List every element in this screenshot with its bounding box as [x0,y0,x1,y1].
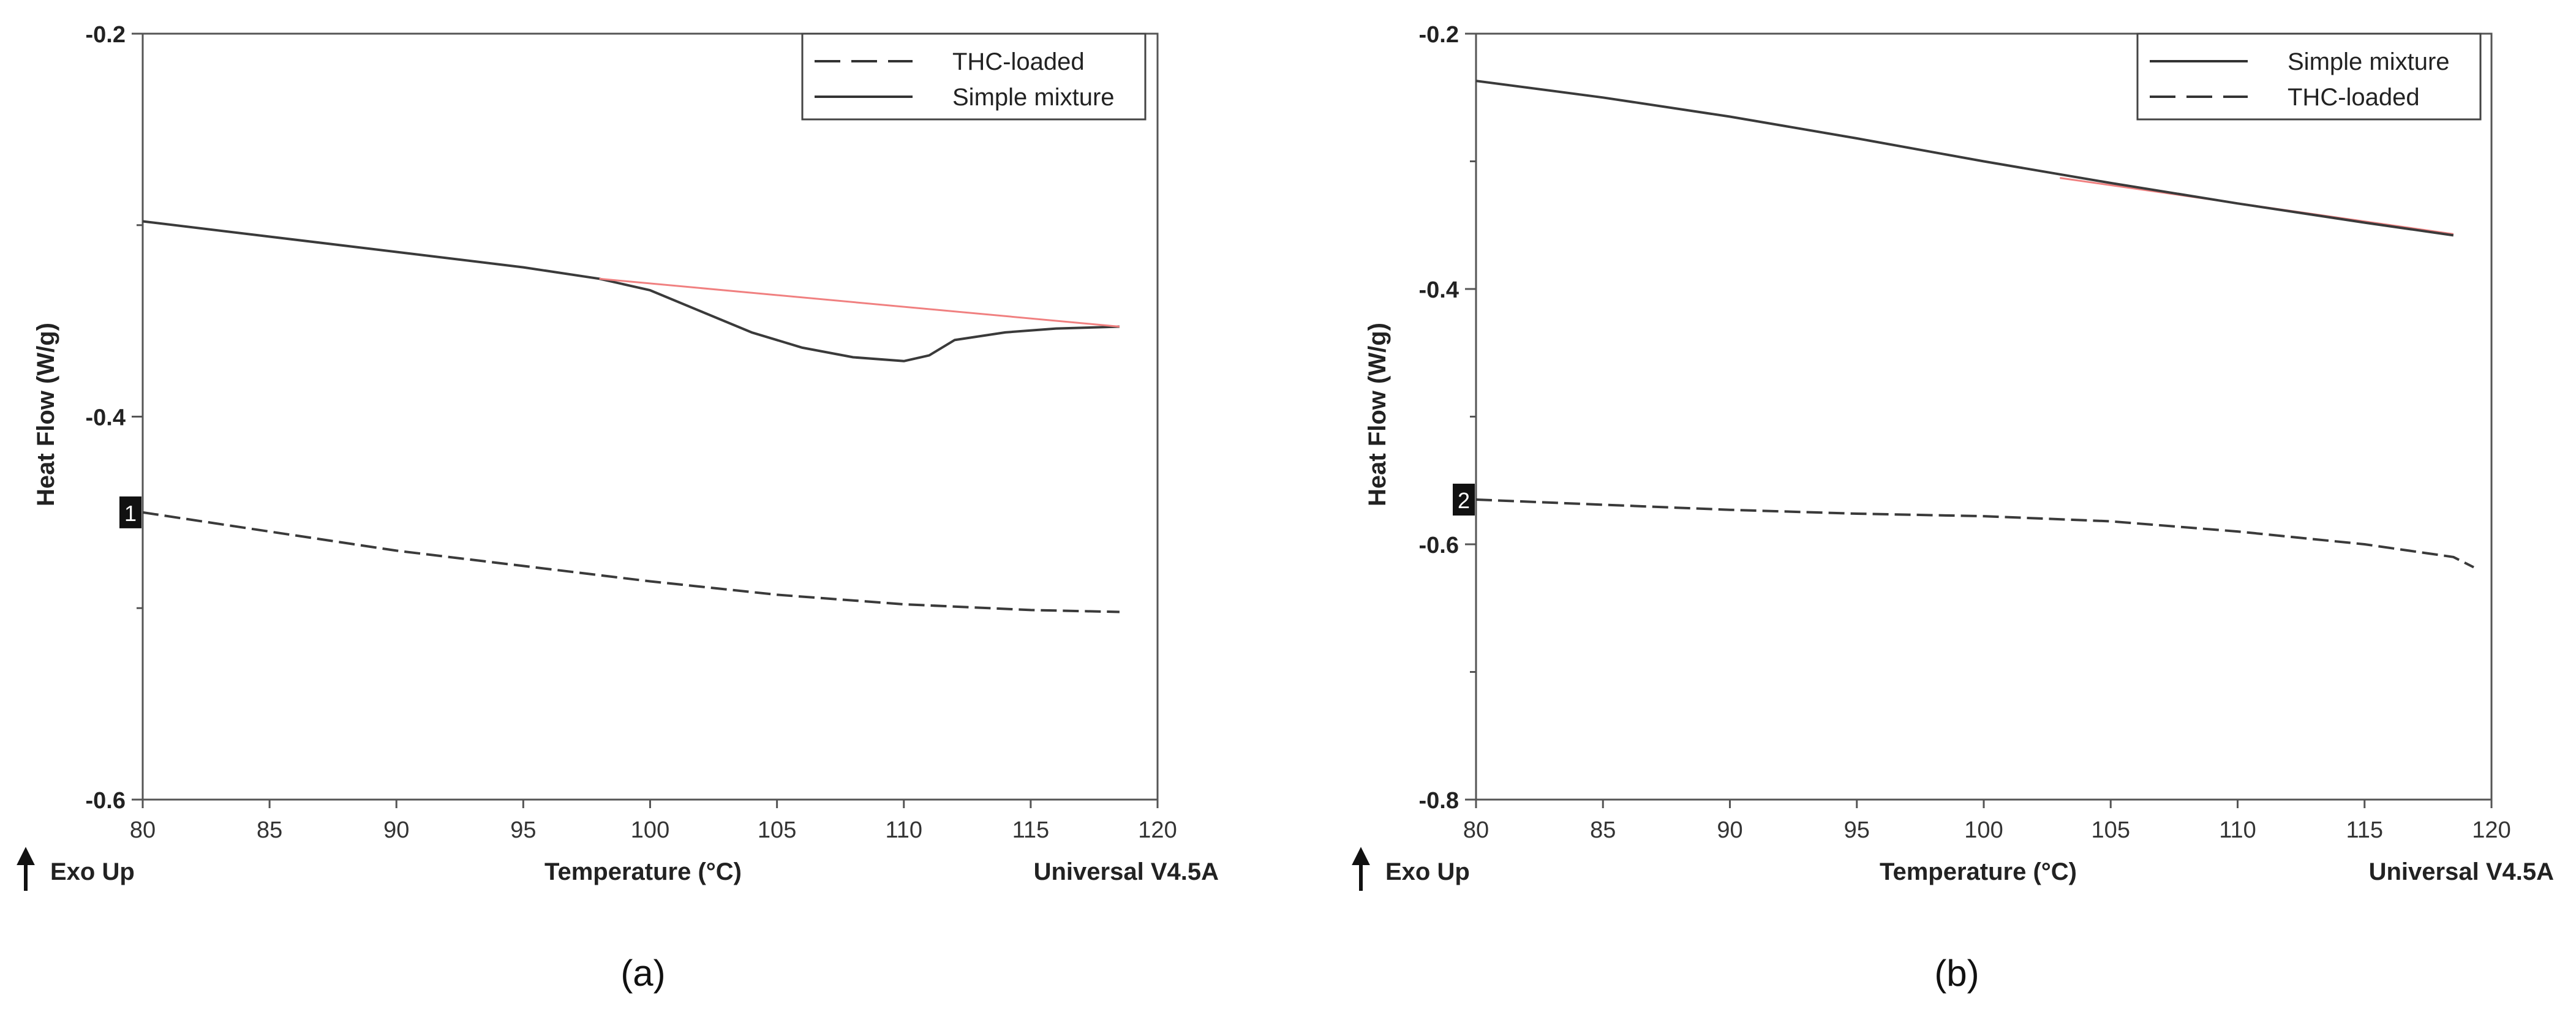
chart-panel-b: Heat Flow (W/g) Temperature (°C) Univers… [1352,22,2554,994]
y-axis-label: Heat Flow (W/g) [32,323,59,506]
x-tick-label: 85 [257,817,282,843]
x-tick-label: 80 [130,817,156,843]
y-tick-label: -0.4 [1419,277,1459,303]
series-line-simple-mixture [142,220,1120,362]
x-tick-label: 105 [758,817,796,843]
x-tick-label: 115 [1012,817,1050,843]
x-tick-label: 90 [383,817,409,843]
exo-up-arrow-icon [17,847,35,891]
exo-up-label: Exo Up [1385,858,1470,885]
legend: Simple mixture THC-loaded [2136,32,2482,121]
x-tick-label: 100 [631,817,669,843]
legend-box [2136,32,2482,121]
x-tick-label: 110 [2219,817,2256,843]
y-tick-label: -0.8 [1419,788,1459,814]
exo-up-indicator: Exo Up [17,847,135,891]
x-axis-label: Temperature (°C) [544,858,742,885]
x-tick-label: 100 [1964,817,2003,843]
plot-area [141,32,1159,801]
curve-marker [1453,484,1475,516]
plot-area [1475,32,2493,801]
x-tick-label: 90 [1717,817,1742,843]
series-line-baseline [599,277,1120,328]
curve-marker-label: 2 [1458,488,1470,513]
y-tick-label: -0.6 [1419,533,1459,558]
legend-label-thc-loaded: THC-loaded [2288,84,2420,111]
chart-panel-a: Heat Flow (W/g) Temperature (°C) Univers… [17,22,1219,994]
y-axis-label: Heat Flow (W/g) [1364,323,1391,506]
legend: THC-loaded Simple mixture [801,32,1147,121]
y-tick-label: -0.6 [86,788,126,814]
legend-label-simple-mixture: Simple mixture [952,84,1115,111]
exo-up-arrow-icon [1352,847,1370,891]
x-tick-label: 95 [510,817,536,843]
x-tick-label: 110 [885,817,922,843]
exo-up-indicator: Exo Up [1352,847,1470,891]
legend-label-simple-mixture: Simple mixture [2288,48,2450,75]
y-tick-label: -0.2 [86,22,126,48]
exo-up-label: Exo Up [50,858,135,885]
panel-label-b: (b) [1934,953,1979,994]
x-tick-label: 120 [1138,817,1177,843]
x-tick-label: 120 [2472,817,2510,843]
curve-marker [119,496,141,528]
series-line-thc-loaded [142,511,1120,613]
x-axis-label: Temperature (°C) [1880,858,2077,885]
series-line-simple-mixture [1475,80,2454,237]
x-tick-label: 105 [2092,817,2130,843]
series-line-thc-loaded [1475,498,2474,569]
x-tick-label: 95 [1844,817,1870,843]
universal-label: Universal V4.5A [2369,858,2554,885]
legend-label-thc-loaded: THC-loaded [952,48,1085,75]
x-tick-label: 115 [2346,817,2383,843]
universal-label: Universal V4.5A [1034,858,1219,885]
y-tick-label: -0.2 [1419,22,1459,48]
x-tick-label: 85 [1590,817,1616,843]
x-tick-label: 80 [1463,817,1489,843]
y-tick-label: -0.4 [86,405,126,431]
panel-label-a: (a) [620,953,665,994]
legend-box [801,32,1147,121]
curve-marker-label: 1 [124,501,137,526]
